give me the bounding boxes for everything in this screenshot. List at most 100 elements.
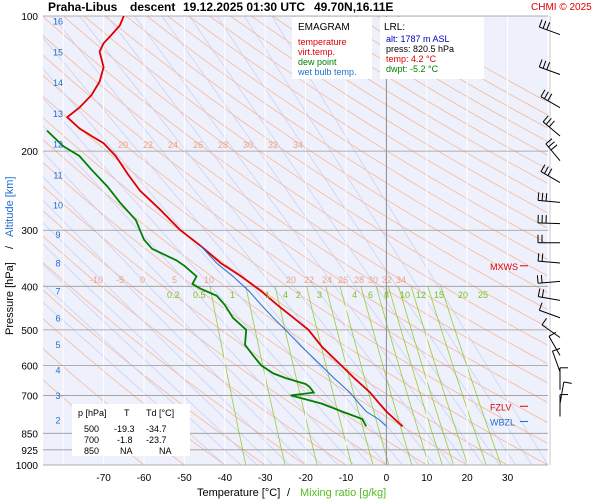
level-label: WBZL <box>490 417 515 427</box>
x-tick-label: -70 <box>96 473 111 484</box>
theta-label: 5 <box>172 275 177 285</box>
datetime-label: 19.12.2025 01:30 UTC <box>183 0 305 14</box>
x-axis-label: Temperature [°C] <box>197 487 280 499</box>
table-cell: 700 <box>84 435 99 445</box>
theta-label: 20 <box>118 140 128 150</box>
wind-barb <box>541 318 561 338</box>
x-tick-label: -40 <box>218 473 233 484</box>
wind-barb <box>542 115 561 137</box>
dry-adiabat <box>251 16 548 199</box>
lrl-dwpt: dwpt: -5.2 °C <box>386 64 439 74</box>
mode-label: descent <box>130 0 175 14</box>
grid <box>43 15 548 466</box>
table-header-t: T <box>124 408 130 418</box>
y-tick-label: 600 <box>21 361 38 372</box>
x-tick-label: -20 <box>298 473 313 484</box>
km-tick-label: 14 <box>53 78 63 88</box>
lrl-press: press: 820.5 hPa <box>386 44 454 54</box>
km-tick-label: 7 <box>55 286 60 296</box>
wind-barb <box>537 288 561 301</box>
y-tick-label: 850 <box>21 429 38 440</box>
wind-barb <box>559 367 568 390</box>
wind-barb <box>538 59 561 75</box>
x-tick-label: 0 <box>384 473 390 484</box>
km-tick-label: 12 <box>53 140 63 150</box>
x-tick-label: -30 <box>258 473 273 484</box>
table-header-td: Td [°C] <box>146 408 174 418</box>
x-tick-label: -50 <box>177 473 192 484</box>
wind-barb <box>548 331 561 356</box>
tick-layer: 20 22 24 26 28 30 32 34-10 -5 0 5 10 20 22 24 26 28 30 32 3… <box>16 12 514 484</box>
y-tick-label: 100 <box>21 12 38 23</box>
dry-adiabat <box>43 35 548 384</box>
dry-adiabat <box>104 16 548 311</box>
y-tick-label: 200 <box>21 147 38 158</box>
plot-area <box>43 16 548 465</box>
wind-barb <box>559 394 568 417</box>
km-tick-label: 8 <box>55 259 60 269</box>
dry-adiabat <box>167 16 548 261</box>
level-markers: MXWS FZLV WBZL <box>490 262 528 427</box>
table-cell: -19.3 <box>114 424 135 434</box>
lrl-title: LRL: <box>384 22 405 33</box>
theta-label: 34 <box>396 275 406 285</box>
table-cell: -1.8 <box>117 435 133 445</box>
theta-label: 10 <box>204 275 214 285</box>
y-tick-label: 500 <box>21 326 38 337</box>
km-tick-label: 6 <box>55 314 60 324</box>
km-tick-label: 3 <box>55 391 60 401</box>
wind-barb <box>536 274 561 284</box>
dry-adiabat <box>83 16 548 328</box>
wind-barb <box>552 347 561 372</box>
wind-barb <box>538 19 561 36</box>
km-tick-label: 11 <box>53 170 62 180</box>
y-tick-label: 1000 <box>16 461 39 472</box>
x-tick-label: -60 <box>137 473 152 484</box>
mixing-ratio-label: 20 <box>458 290 468 300</box>
table-cell: 850 <box>84 446 99 456</box>
wind-barb <box>537 192 561 203</box>
theta-label: 24 <box>322 275 332 285</box>
x-tick-label: 10 <box>421 473 433 484</box>
dry-adiabat <box>146 16 548 277</box>
wind-barb <box>538 302 561 319</box>
copyright-label: CHMI © 2025 <box>531 2 592 13</box>
wind-barb <box>540 89 561 109</box>
km-tick-label: 4 <box>55 366 60 376</box>
level-label: FZLV <box>490 402 511 412</box>
km-tick-label: 10 <box>53 201 63 211</box>
legend-box <box>292 17 372 79</box>
theta-label: 32 <box>268 140 278 150</box>
mixing-ratio-label: 12 <box>416 290 426 300</box>
theta-label: 26 <box>193 140 203 150</box>
mixing-ratio-label: 0.2 <box>167 290 180 300</box>
km-tick-label: 9 <box>55 230 60 240</box>
theta-label: 28 <box>218 140 228 150</box>
dry-adiabat <box>43 54 548 404</box>
km-tick-label: 15 <box>53 47 63 57</box>
dry-adiabat <box>62 16 548 346</box>
wind-barb <box>537 214 561 225</box>
lrl-temp: temp: 4.2 °C <box>386 54 437 64</box>
wind-barb <box>537 253 561 264</box>
series-dew-point <box>46 129 367 427</box>
theta-label: 30 <box>243 140 253 150</box>
x-tick-label: 20 <box>462 473 474 484</box>
km-tick-label: 2 <box>55 415 60 425</box>
wind-barb <box>559 381 572 404</box>
series-wet-bulb-temp- <box>200 245 387 427</box>
mixing-ratio-label: 2 <box>296 290 301 300</box>
mixing-ratio-label: 0.5 <box>193 290 206 300</box>
legend-wet-bulb: wet bulb temp. <box>297 67 357 77</box>
lrl-alt: alt: 1787 m ASL <box>386 34 450 44</box>
table-cell: -34.7 <box>146 424 167 434</box>
legend-dew-point: dew point <box>298 57 337 67</box>
theta-label: 22 <box>143 140 153 150</box>
table-header-p: p [hPa] <box>78 408 107 418</box>
theta-label: 0 <box>140 275 145 285</box>
dry-adiabat <box>188 16 548 245</box>
level-label: MXWS <box>490 262 518 272</box>
theta-label: 24 <box>168 140 178 150</box>
coords-label: 49.70N,16.11E <box>314 0 393 14</box>
